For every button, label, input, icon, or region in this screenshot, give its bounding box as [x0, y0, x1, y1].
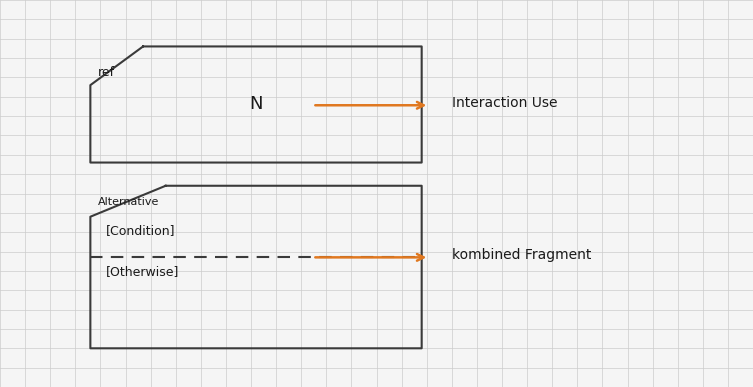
FancyArrowPatch shape: [316, 102, 424, 109]
Text: ref: ref: [98, 66, 115, 79]
Text: N: N: [249, 96, 263, 113]
Text: kombined Fragment: kombined Fragment: [452, 248, 591, 262]
Text: [Condition]: [Condition]: [105, 224, 175, 238]
Text: Alternative: Alternative: [98, 197, 160, 207]
Text: [Otherwise]: [Otherwise]: [105, 265, 178, 278]
FancyArrowPatch shape: [316, 254, 424, 261]
Text: Interaction Use: Interaction Use: [452, 96, 557, 110]
